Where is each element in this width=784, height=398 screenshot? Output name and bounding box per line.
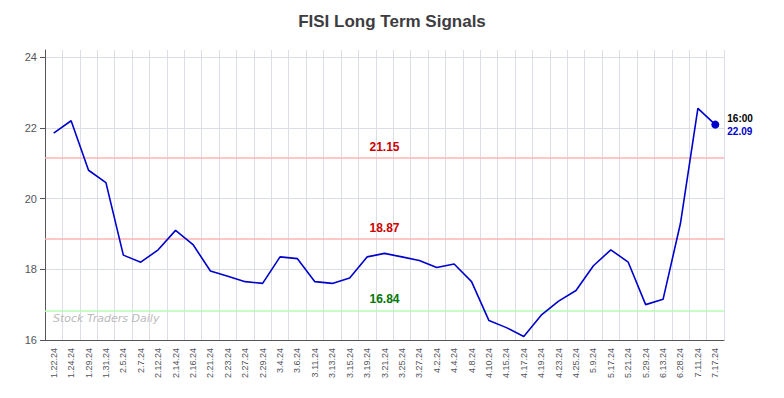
svg-text:16:00: 16:00	[727, 113, 753, 124]
svg-text:16.84: 16.84	[369, 292, 399, 306]
svg-text:16: 16	[25, 334, 37, 346]
svg-text:4.2.24: 4.2.24	[432, 348, 442, 373]
svg-text:20: 20	[25, 193, 37, 205]
svg-text:2.27.24: 2.27.24	[240, 348, 250, 378]
svg-text:2.7.24: 2.7.24	[136, 348, 146, 373]
svg-text:5.29.24: 5.29.24	[641, 348, 651, 378]
svg-text:4.17.24: 4.17.24	[519, 348, 529, 378]
svg-text:4.15.24: 4.15.24	[501, 348, 511, 378]
svg-text:2.29.24: 2.29.24	[258, 348, 268, 378]
svg-text:22: 22	[25, 122, 37, 134]
svg-text:2.12.24: 2.12.24	[153, 348, 163, 378]
svg-text:3.21.24: 3.21.24	[380, 348, 390, 378]
svg-text:4.25.24: 4.25.24	[571, 348, 581, 378]
svg-text:5.9.24: 5.9.24	[588, 348, 598, 373]
svg-text:5.17.24: 5.17.24	[606, 348, 616, 378]
svg-text:3.13.24: 3.13.24	[327, 348, 337, 378]
svg-text:1.24.24: 1.24.24	[66, 348, 76, 378]
svg-text:5.21.24: 5.21.24	[623, 348, 633, 378]
svg-text:2.23.24: 2.23.24	[223, 348, 233, 378]
svg-text:3.27.24: 3.27.24	[414, 348, 424, 378]
svg-text:4.4.24: 4.4.24	[449, 348, 459, 373]
svg-text:FISI Long Term Signals: FISI Long Term Signals	[298, 12, 486, 31]
svg-text:2.14.24: 2.14.24	[171, 348, 181, 378]
svg-text:2.21.24: 2.21.24	[205, 348, 215, 378]
svg-text:6.28.24: 6.28.24	[675, 348, 685, 378]
svg-text:4.23.24: 4.23.24	[554, 348, 564, 378]
svg-text:6.13.24: 6.13.24	[658, 348, 668, 378]
svg-text:3.19.24: 3.19.24	[362, 348, 372, 378]
svg-text:1.22.24: 1.22.24	[49, 348, 59, 378]
svg-text:24: 24	[25, 51, 37, 63]
svg-text:3.6.24: 3.6.24	[292, 348, 302, 373]
svg-text:22.09: 22.09	[727, 126, 752, 137]
svg-text:4.10.24: 4.10.24	[484, 348, 494, 378]
svg-text:2.16.24: 2.16.24	[188, 348, 198, 378]
svg-text:18: 18	[25, 263, 37, 275]
svg-text:18.87: 18.87	[369, 221, 399, 235]
svg-text:3.4.24: 3.4.24	[275, 348, 285, 373]
svg-text:7.17.24: 7.17.24	[710, 348, 720, 378]
svg-text:1.29.24: 1.29.24	[84, 348, 94, 378]
svg-text:4.19.24: 4.19.24	[536, 348, 546, 378]
svg-text:3.11.24: 3.11.24	[310, 348, 320, 377]
svg-text:7.11.24: 7.11.24	[693, 348, 703, 377]
svg-text:3.25.24: 3.25.24	[397, 348, 407, 378]
svg-text:3.15.24: 3.15.24	[345, 348, 355, 378]
svg-text:21.15: 21.15	[369, 140, 399, 154]
svg-text:2.5.24: 2.5.24	[118, 348, 128, 373]
svg-text:4.8.24: 4.8.24	[467, 348, 477, 373]
svg-text:Stock Traders Daily: Stock Traders Daily	[53, 312, 160, 325]
svg-text:1.31.24: 1.31.24	[101, 348, 111, 378]
